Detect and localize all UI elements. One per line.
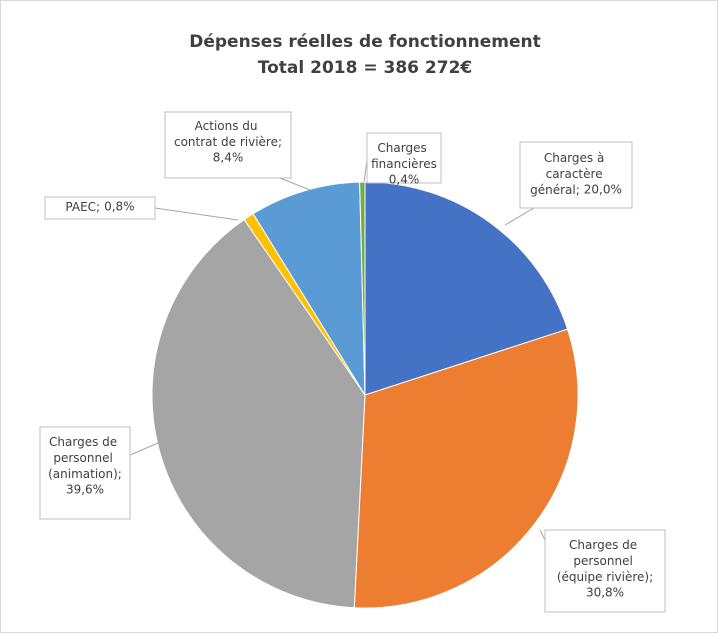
data-label-category: Charges de personnel (animation); bbox=[48, 435, 122, 481]
label-line: général; bbox=[530, 183, 580, 197]
pie-slice bbox=[364, 181, 569, 396]
leader-line bbox=[154, 207, 239, 221]
label-line: (équipe rivière); bbox=[557, 570, 653, 584]
label-line: Charges bbox=[377, 141, 430, 155]
data-label-category: Actions du contrat de rivière; bbox=[174, 119, 282, 149]
label-line: Actions du bbox=[195, 119, 262, 133]
label-line: caractère bbox=[546, 167, 607, 181]
leader-line bbox=[539, 529, 546, 541]
label-box bbox=[519, 141, 633, 209]
label-line: Charges de bbox=[569, 538, 641, 552]
leader-line bbox=[129, 439, 166, 456]
data-label-category: Charges à caractère général; bbox=[530, 151, 608, 197]
pie-slice bbox=[353, 328, 579, 609]
pie-slice bbox=[151, 218, 366, 609]
label-line: personnel bbox=[573, 554, 636, 568]
data-label-value: 39,6% bbox=[66, 483, 104, 497]
data-label-category: Charges financières bbox=[371, 141, 437, 171]
leader-line bbox=[279, 177, 311, 191]
label-box bbox=[164, 111, 292, 179]
chart-title: Dépenses réelles de fonctionnement bbox=[189, 32, 541, 52]
data-label-value: 0,8% bbox=[104, 200, 135, 214]
data-label-value: 30,8% bbox=[586, 586, 624, 600]
leader-line bbox=[504, 207, 535, 226]
data-label-value: 20,0% bbox=[584, 183, 622, 197]
data-label-value: 0,4% bbox=[389, 173, 420, 187]
label-box bbox=[44, 196, 156, 220]
label-box bbox=[39, 426, 131, 520]
label-line: (animation); bbox=[48, 467, 122, 481]
label-line: contrat de rivière; bbox=[174, 135, 282, 149]
label-line: PAEC; bbox=[65, 200, 100, 214]
data-label-value: 8,4% bbox=[213, 151, 244, 165]
pie-slice bbox=[359, 181, 366, 396]
label-box bbox=[544, 529, 666, 613]
label-line: personnel bbox=[53, 451, 116, 465]
data-label-category: PAEC; bbox=[65, 200, 100, 214]
data-label-category: Charges de personnel (équipe rivière); bbox=[557, 538, 653, 584]
label-line: financières bbox=[371, 157, 437, 171]
label-line: Charges à bbox=[544, 151, 608, 165]
label-line: Charges de bbox=[49, 435, 121, 449]
label-box bbox=[366, 132, 442, 184]
pie-slice bbox=[252, 181, 366, 397]
chart-subtitle: Total 2018 = 386 272€ bbox=[258, 58, 472, 78]
